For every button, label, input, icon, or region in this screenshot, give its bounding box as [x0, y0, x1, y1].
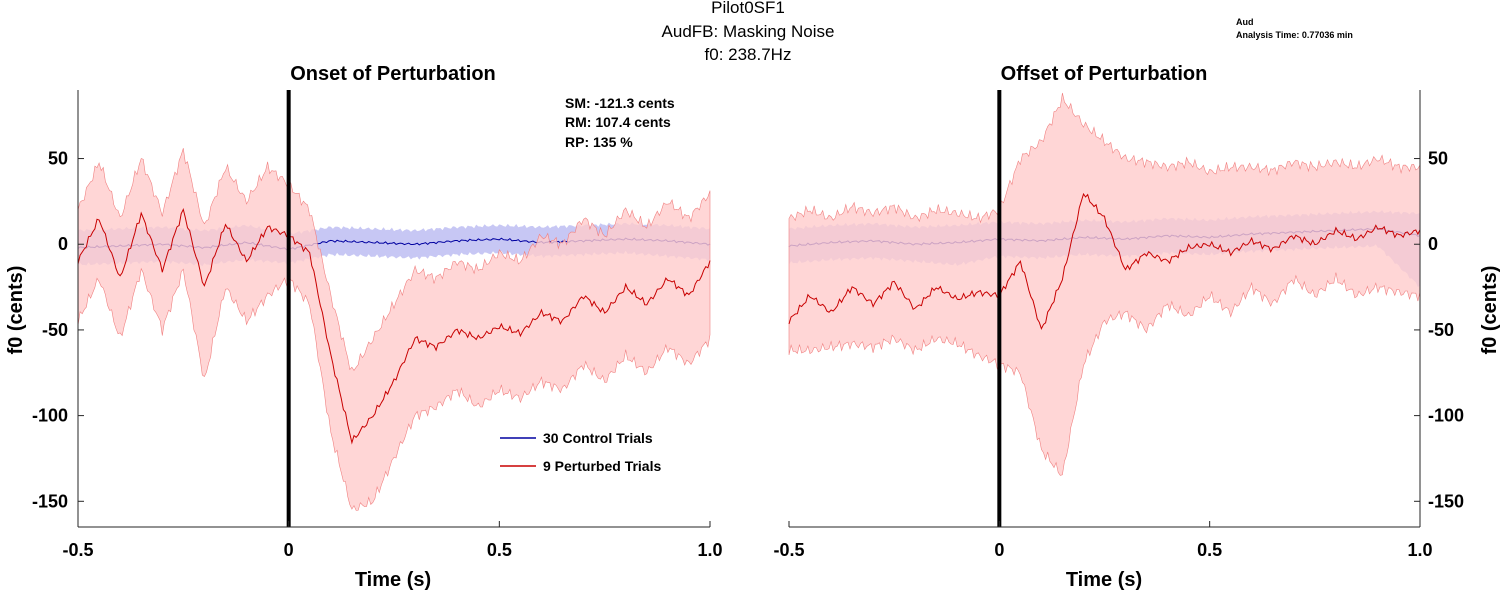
figure-title-line-3: f0: 238.7Hz — [705, 45, 792, 64]
x-tick-label: 0.5 — [1197, 540, 1222, 560]
offset-plot-area — [788, 90, 1421, 527]
y-tick-label: 0 — [1428, 234, 1438, 254]
perturbed-confidence-band — [788, 92, 1421, 476]
y-tick-label: 50 — [1428, 149, 1448, 169]
analysis-time: Analysis Time: 0.77036 min — [1236, 30, 1353, 40]
offset-y-label: f0 (cents) — [1479, 266, 1501, 355]
x-tick-label: 1.0 — [1407, 540, 1432, 560]
onset-x-label: Time (s) — [355, 569, 431, 591]
offset-x-label: Time (s) — [1066, 569, 1142, 591]
y-tick-label: 50 — [48, 149, 68, 169]
y-tick-label: -150 — [32, 491, 68, 511]
y-tick-label: -100 — [32, 406, 68, 426]
x-tick-label: -0.5 — [773, 540, 804, 560]
stat-sm: SM: -121.3 cents — [565, 95, 675, 111]
y-tick-label: 0 — [58, 234, 68, 254]
perturbed-confidence-band — [77, 148, 711, 511]
offset-axes-title: Offset of Perturbation — [1001, 63, 1208, 85]
corner-label: Aud — [1236, 17, 1254, 27]
offset-axes: Offset of Perturbation -0.5 0 0.5 1.0 50 0 -50… — [773, 63, 1501, 591]
perturbed-mean-line — [77, 207, 711, 445]
y-tick-label: -50 — [42, 320, 68, 340]
perturbed-mean-line — [788, 192, 1421, 331]
stat-rm: RM: 107.4 cents — [565, 114, 671, 130]
y-tick-label: -50 — [1428, 320, 1454, 340]
y-tick-label: -100 — [1428, 406, 1464, 426]
stats-box: SM: -121.3 cents RM: 107.4 cents RP: 135… — [565, 95, 675, 150]
y-tick-label: -150 — [1428, 491, 1464, 511]
x-tick-label: 0 — [994, 540, 1004, 560]
x-tick-label: 1.0 — [697, 540, 722, 560]
stat-rp: RP: 135 % — [565, 134, 633, 150]
x-tick-label: -0.5 — [62, 540, 93, 560]
legend-label-perturbed: 9 Perturbed Trials — [543, 458, 661, 474]
figure-title-line-1: Pilot0SF1 — [711, 0, 785, 17]
onset-y-label: f0 (cents) — [5, 266, 27, 355]
x-tick-label: 0.5 — [487, 540, 512, 560]
x-tick-label: 0 — [284, 540, 294, 560]
figure-title: Pilot0SF1 AudFB: Masking Noise f0: 238.7… — [662, 0, 835, 64]
onset-ticks: -0.5 0 0.5 1.0 50 0 -50 -100 -150 — [32, 149, 723, 560]
offset-ticks: -0.5 0 0.5 1.0 50 0 -50 -100 -150 — [773, 149, 1464, 560]
legend-label-control: 30 Control Trials — [543, 430, 653, 446]
figure-title-line-2: AudFB: Masking Noise — [662, 22, 835, 41]
onset-axes-title: Onset of Perturbation — [290, 63, 496, 85]
onset-plot-area — [77, 90, 711, 527]
corner-info: Aud Analysis Time: 0.77036 min — [1236, 17, 1353, 40]
legend: 30 Control Trials 9 Perturbed Trials — [500, 430, 661, 474]
onset-axes: Onset of Perturbation -0.5 0 0.5 1.0500-50-… — [5, 63, 723, 591]
